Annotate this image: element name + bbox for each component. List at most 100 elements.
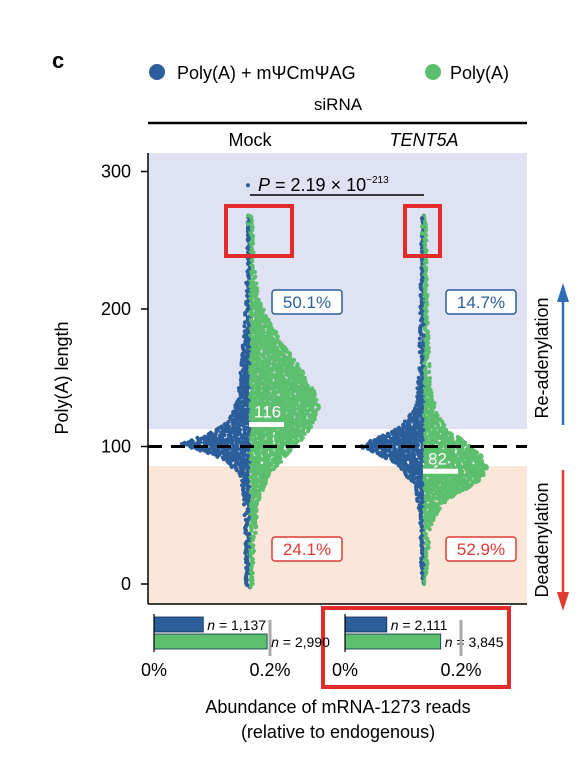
swarm-point bbox=[252, 270, 257, 275]
swarm-point bbox=[257, 330, 262, 336]
median-markers: 116 82 bbox=[249, 403, 458, 474]
legend-label-modified: Poly(A) + mΨCmΨAG bbox=[177, 63, 356, 83]
y-tick-label: 300 bbox=[101, 162, 131, 182]
percent-label: 52.9% bbox=[457, 540, 505, 559]
p-value-annotation: P = 2.19 × 10−213 bbox=[250, 175, 424, 196]
readenylation-arrow bbox=[557, 283, 569, 425]
swarm-point bbox=[247, 515, 252, 520]
swarm-point bbox=[182, 440, 187, 445]
swarm-point bbox=[242, 320, 248, 325]
swarm-point bbox=[202, 434, 207, 439]
y-tick-label: 200 bbox=[101, 299, 131, 319]
group-header: siRNA bbox=[314, 95, 363, 114]
swarm-point bbox=[264, 452, 269, 457]
abundance-xlabel: Abundance of mRNA-1273 reads bbox=[205, 697, 470, 717]
swarm-point bbox=[385, 431, 391, 436]
abundance-tick-label: 0.2% bbox=[249, 660, 290, 680]
swarm-point bbox=[251, 534, 256, 540]
swarm-point bbox=[423, 338, 428, 343]
swarm-point bbox=[242, 324, 247, 329]
abundance-n-label: n = 2,990 bbox=[271, 634, 330, 650]
category-label-mock: Mock bbox=[228, 130, 272, 150]
swarm-point bbox=[195, 435, 200, 440]
arrow-down-head bbox=[557, 592, 569, 611]
median-bar bbox=[423, 468, 458, 474]
swarm-point bbox=[260, 449, 265, 455]
deadenylation-label: Deadenylation bbox=[532, 482, 552, 597]
median-label: 116 bbox=[254, 403, 281, 422]
swarm-point bbox=[402, 419, 408, 424]
swarm-point bbox=[243, 457, 248, 463]
legend-marker-green bbox=[425, 64, 441, 80]
swarm-point bbox=[251, 548, 257, 553]
swarm-point bbox=[416, 375, 421, 380]
category-label-tent5a: TENT5A bbox=[389, 130, 458, 150]
swarm-point bbox=[276, 379, 281, 384]
abundance-tick-label: 0.2% bbox=[440, 660, 481, 680]
percent-box bbox=[271, 536, 343, 562]
swarm-point bbox=[300, 369, 305, 374]
legend-label-polya: Poly(A) bbox=[450, 63, 509, 83]
arrow-up-head bbox=[557, 283, 569, 302]
percent-box bbox=[271, 289, 343, 315]
swarm-point bbox=[284, 427, 289, 432]
swarm-point bbox=[372, 438, 377, 443]
swarm-point bbox=[189, 438, 194, 443]
swarm-point bbox=[478, 453, 483, 458]
swarm-point bbox=[248, 394, 253, 399]
swarm-point bbox=[245, 213, 251, 218]
swarm-point bbox=[245, 221, 251, 226]
swarm-point bbox=[443, 427, 449, 432]
highlight-box-mock-tail bbox=[224, 204, 294, 258]
abundance-n-label: n = 2,111 bbox=[391, 617, 448, 633]
swarm-point bbox=[427, 376, 433, 381]
swarm-point bbox=[426, 345, 431, 350]
swarm-point bbox=[419, 231, 425, 236]
swarm-point bbox=[252, 401, 257, 407]
abundance-bar bbox=[153, 616, 204, 633]
swarm-point bbox=[418, 293, 423, 298]
swarm-point bbox=[242, 502, 247, 507]
swarm-point bbox=[244, 362, 249, 367]
percent-label: 50.1% bbox=[283, 293, 331, 312]
swarm-point bbox=[401, 422, 406, 427]
highlight-box-tent5a-abundance bbox=[321, 606, 511, 689]
swarm-point bbox=[231, 409, 236, 414]
swarm-point bbox=[295, 362, 300, 367]
swarm-point bbox=[377, 435, 382, 440]
swarm-point bbox=[199, 436, 204, 441]
swarm-point bbox=[272, 380, 277, 385]
swarm-point bbox=[310, 386, 315, 391]
swarm-point bbox=[427, 362, 432, 367]
swarm-point bbox=[253, 274, 258, 279]
swarm-point bbox=[412, 406, 418, 411]
swarm-point bbox=[396, 425, 401, 430]
swarm-point bbox=[422, 351, 428, 356]
swarm-point bbox=[427, 369, 432, 374]
swarm-point bbox=[368, 438, 373, 444]
y-tick-label: 0 bbox=[121, 574, 131, 594]
swarm-point bbox=[219, 424, 224, 429]
swarm-point bbox=[417, 336, 422, 341]
readenylation-label: Re-adenylation bbox=[532, 297, 552, 418]
percent-label: 24.1% bbox=[283, 540, 331, 559]
swarm-point bbox=[414, 403, 419, 408]
swarm-point bbox=[291, 357, 297, 363]
swarm-point bbox=[253, 530, 258, 535]
percent-labels: 50.1% 24.1% 14.7% 52.9% bbox=[271, 289, 517, 562]
abundance-bar bbox=[153, 633, 268, 650]
panel-label: c bbox=[52, 48, 64, 73]
swarm-point bbox=[434, 411, 439, 416]
swarm-point bbox=[239, 374, 244, 379]
y-tick-label: 100 bbox=[101, 437, 131, 457]
swarm-point bbox=[417, 341, 422, 346]
swarm-point bbox=[426, 543, 431, 549]
p-value-text: P = 2.19 × 10−213 bbox=[258, 175, 389, 195]
swarm-point bbox=[265, 330, 270, 335]
percent-box bbox=[445, 289, 517, 315]
abundance-n-label: n = 1,137 bbox=[207, 617, 266, 633]
swarm-point bbox=[408, 412, 413, 417]
swarm-point bbox=[419, 224, 425, 229]
median-label: 82 bbox=[428, 449, 447, 468]
